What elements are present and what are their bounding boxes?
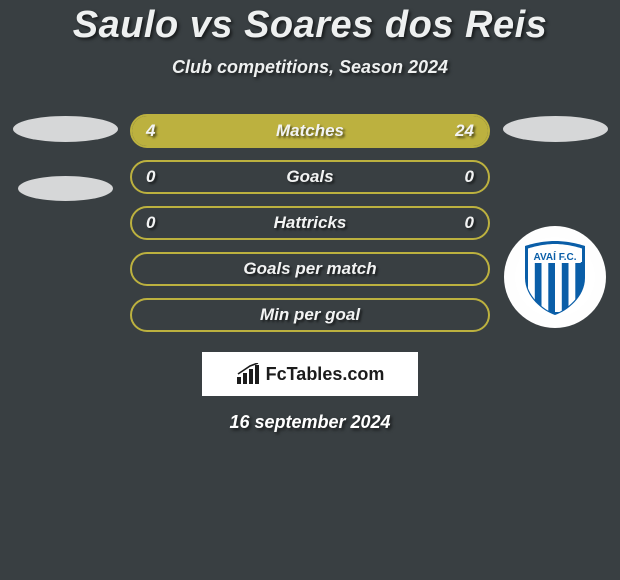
brand-box[interactable]: FcTables.com bbox=[202, 352, 418, 396]
comparison-card: Saulo vs Soares dos Reis Club competitio… bbox=[0, 0, 620, 433]
avai-crest-icon: AVAÍ F.C. bbox=[514, 236, 596, 318]
date-label: 16 september 2024 bbox=[229, 412, 390, 433]
stat-bar: Goals per match bbox=[130, 252, 490, 286]
player-placeholder-left-2 bbox=[18, 176, 113, 201]
player-placeholder-right-1 bbox=[503, 116, 608, 142]
stat-bar: Min per goal bbox=[130, 298, 490, 332]
stats-column: 4Matches240Goals00Hattricks0Goals per ma… bbox=[124, 114, 496, 332]
right-badge-column: AVAÍ F.C. bbox=[496, 114, 614, 328]
stat-bar: 0Goals0 bbox=[130, 160, 490, 194]
stat-label: Goals bbox=[170, 167, 450, 187]
stat-value-right: 0 bbox=[450, 213, 474, 233]
stat-value-right: 24 bbox=[450, 121, 474, 141]
stat-value-left: 4 bbox=[146, 121, 170, 141]
stat-label: Goals per match bbox=[170, 259, 450, 279]
svg-text:AVAÍ F.C.: AVAÍ F.C. bbox=[534, 250, 577, 263]
stat-value-right: 0 bbox=[450, 167, 474, 187]
stat-label: Matches bbox=[170, 121, 450, 141]
bar-chart-icon bbox=[236, 363, 260, 385]
stat-label: Min per goal bbox=[170, 305, 450, 325]
left-badge-column bbox=[6, 114, 124, 201]
stat-value-left: 0 bbox=[146, 167, 170, 187]
stat-label: Hattricks bbox=[170, 213, 450, 233]
club-badge-right: AVAÍ F.C. bbox=[504, 226, 606, 328]
footer: FcTables.com 16 september 2024 bbox=[0, 352, 620, 433]
brand-label: FcTables.com bbox=[266, 364, 385, 385]
stat-value-left: 0 bbox=[146, 213, 170, 233]
stat-bar: 0Hattricks0 bbox=[130, 206, 490, 240]
page-title: Saulo vs Soares dos Reis bbox=[0, 4, 620, 47]
page-subtitle: Club competitions, Season 2024 bbox=[0, 57, 620, 78]
stat-bar: 4Matches24 bbox=[130, 114, 490, 148]
content-row: 4Matches240Goals00Hattricks0Goals per ma… bbox=[0, 114, 620, 332]
player-placeholder-left-1 bbox=[13, 116, 118, 142]
